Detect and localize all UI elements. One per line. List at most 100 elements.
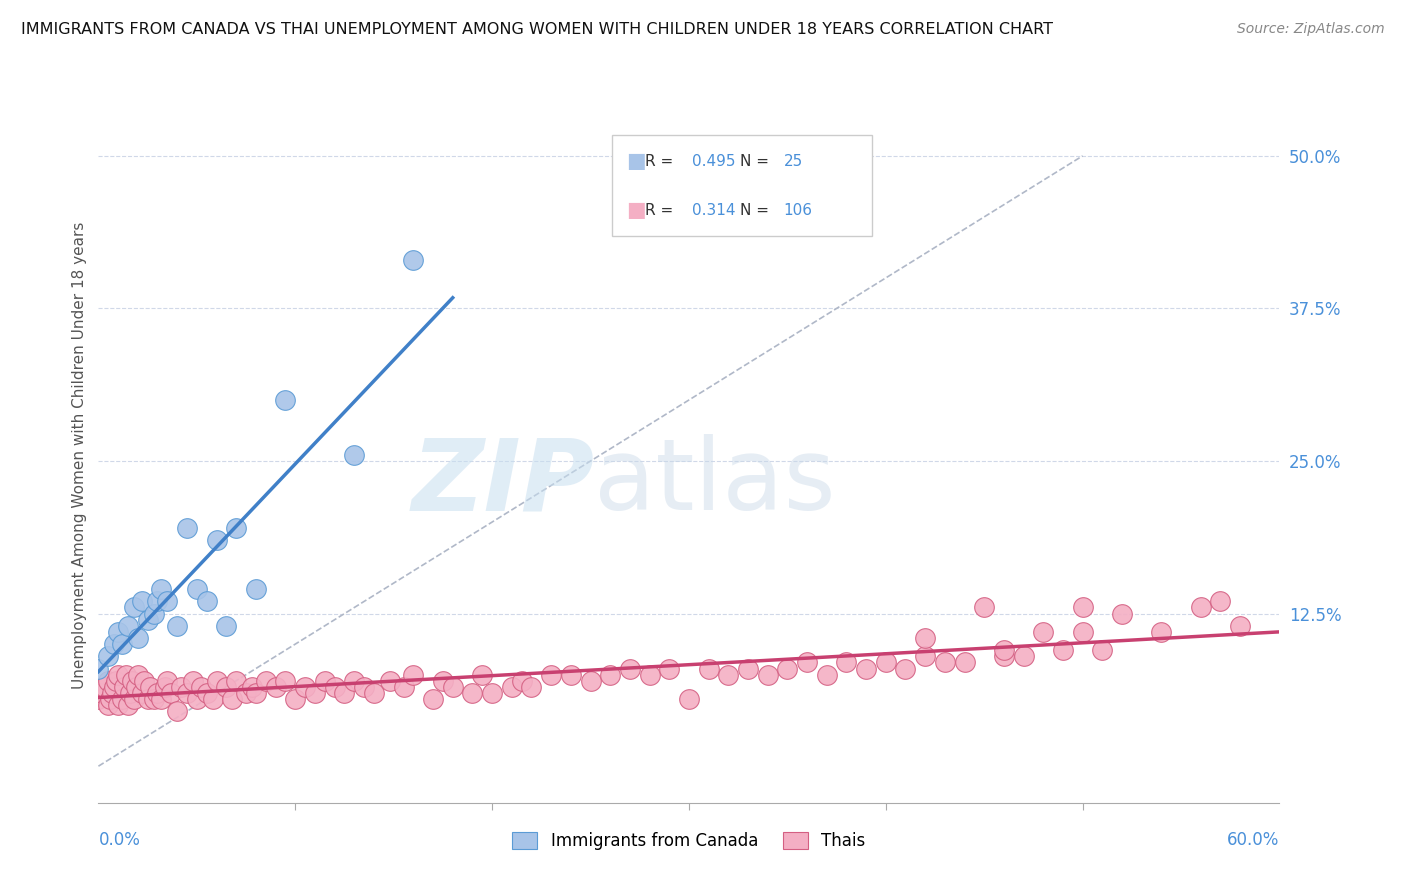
Point — [115, 667, 138, 681]
Point — [717, 667, 740, 681]
Point — [481, 686, 503, 700]
Text: N =: N = — [740, 202, 773, 218]
Point — [136, 692, 159, 706]
Point — [697, 661, 720, 675]
Point — [254, 673, 277, 688]
Point — [678, 692, 700, 706]
Point — [221, 692, 243, 706]
Point — [1032, 624, 1054, 639]
Point — [98, 692, 121, 706]
Point — [155, 680, 177, 694]
Point — [402, 667, 425, 681]
Text: 60.0%: 60.0% — [1227, 830, 1279, 848]
Point — [215, 619, 238, 633]
Point — [1052, 643, 1074, 657]
Text: IMMIGRANTS FROM CANADA VS THAI UNEMPLOYMENT AMONG WOMEN WITH CHILDREN UNDER 18 Y: IMMIGRANTS FROM CANADA VS THAI UNEMPLOYM… — [21, 22, 1053, 37]
Point — [160, 686, 183, 700]
Point — [560, 667, 582, 681]
Point — [993, 643, 1015, 657]
Point — [150, 692, 173, 706]
Point — [914, 631, 936, 645]
Point — [146, 686, 169, 700]
Point — [97, 698, 120, 713]
Point — [190, 680, 212, 694]
Point — [111, 637, 134, 651]
Point — [934, 656, 956, 670]
Point — [855, 661, 877, 675]
Point — [274, 392, 297, 407]
Point — [125, 680, 148, 694]
Text: ■: ■ — [626, 152, 647, 171]
Point — [510, 673, 533, 688]
Point — [186, 582, 208, 597]
Point — [87, 692, 110, 706]
Text: 0.495: 0.495 — [693, 153, 735, 169]
Point — [815, 667, 838, 681]
Y-axis label: Unemployment Among Women with Children Under 18 years: Unemployment Among Women with Children U… — [72, 221, 87, 689]
Point — [422, 692, 444, 706]
Point — [176, 686, 198, 700]
Point — [225, 673, 247, 688]
Point — [127, 631, 149, 645]
Point — [156, 594, 179, 608]
Point — [107, 698, 129, 713]
Point — [1071, 624, 1094, 639]
Point — [91, 686, 114, 700]
Point — [117, 619, 139, 633]
Point — [121, 673, 143, 688]
Legend: Immigrants from Canada, Thais: Immigrants from Canada, Thais — [506, 826, 872, 857]
Point — [333, 686, 356, 700]
Point — [737, 661, 759, 675]
Point — [471, 667, 494, 681]
Point — [294, 680, 316, 694]
Point — [973, 600, 995, 615]
Point — [638, 667, 661, 681]
Point — [136, 613, 159, 627]
Point — [953, 656, 976, 670]
Point — [1012, 649, 1035, 664]
Point — [195, 594, 218, 608]
Point — [392, 680, 415, 694]
Point — [156, 673, 179, 688]
Point — [181, 673, 204, 688]
Point — [186, 692, 208, 706]
Point — [87, 661, 110, 675]
Point — [138, 680, 160, 694]
Point — [1209, 594, 1232, 608]
Point — [103, 637, 125, 651]
Point — [1150, 624, 1173, 639]
Point — [501, 680, 523, 694]
Point — [142, 607, 165, 621]
Text: N =: N = — [740, 153, 773, 169]
Point — [264, 680, 287, 694]
Point — [284, 692, 307, 706]
Point — [274, 673, 297, 688]
Point — [993, 649, 1015, 664]
Point — [235, 686, 257, 700]
Point — [796, 656, 818, 670]
Point — [117, 698, 139, 713]
Point — [103, 680, 125, 694]
Point — [132, 673, 155, 688]
Point — [1071, 600, 1094, 615]
Point — [619, 661, 641, 675]
Point — [205, 533, 228, 548]
Point — [441, 680, 464, 694]
Point — [97, 649, 120, 664]
Point — [176, 521, 198, 535]
Point — [240, 680, 263, 694]
Point — [1091, 643, 1114, 657]
Text: 106: 106 — [783, 202, 813, 218]
Point — [658, 661, 681, 675]
Point — [131, 594, 153, 608]
Point — [150, 582, 173, 597]
Point — [579, 673, 602, 688]
Text: R =: R = — [645, 202, 678, 218]
Point — [1189, 600, 1212, 615]
Text: ZIP: ZIP — [412, 434, 595, 532]
Point — [166, 704, 188, 718]
Point — [107, 624, 129, 639]
Point — [378, 673, 401, 688]
Text: 0.314: 0.314 — [693, 202, 735, 218]
Text: 25: 25 — [783, 153, 803, 169]
